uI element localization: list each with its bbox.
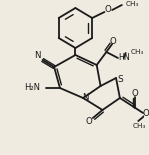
Text: S: S [117,75,123,84]
Text: O: O [110,36,117,46]
Text: H₂N: H₂N [25,84,41,93]
Text: CH₃: CH₃ [131,49,144,55]
Text: HN: HN [118,53,130,62]
Text: O: O [143,108,149,117]
Text: O: O [86,117,92,126]
Text: O: O [132,89,139,97]
Text: N: N [34,51,41,60]
Text: N: N [82,93,88,102]
Text: CH₃: CH₃ [126,1,139,7]
Text: O: O [105,5,112,15]
Text: CH₃: CH₃ [133,123,146,129]
